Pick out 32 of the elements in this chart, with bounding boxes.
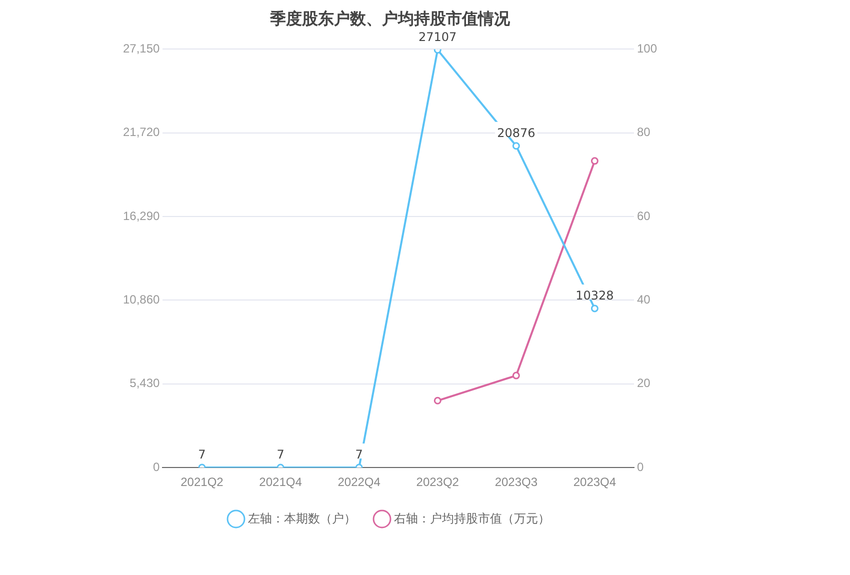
point bbox=[512, 372, 520, 380]
y-tick-label: 10,860 bbox=[123, 292, 160, 307]
y2-tick-label: 20 bbox=[636, 376, 651, 390]
chart-title: 季度股东户数、户均持股市值情况 bbox=[269, 9, 511, 28]
legend-label: 右轴：户均持股市值（万元） bbox=[394, 511, 550, 526]
legend-label: 左轴：本期数（户） bbox=[248, 511, 356, 526]
y-tick-label: 5,430 bbox=[130, 376, 160, 390]
y2-tick-label: 40 bbox=[636, 292, 651, 307]
x-tick-label: 2023Q3 bbox=[494, 475, 538, 490]
point bbox=[590, 304, 598, 312]
point bbox=[590, 157, 598, 165]
data-label: 7 bbox=[198, 448, 206, 462]
data-label: 7 bbox=[276, 448, 284, 462]
y2-tick-label: 0 bbox=[636, 460, 644, 474]
point bbox=[512, 142, 520, 150]
data-label: 10328 bbox=[576, 288, 614, 303]
data-label: 20876 bbox=[497, 126, 536, 140]
y2-tick-label: 100 bbox=[636, 42, 658, 56]
y-tick-label: 0 bbox=[153, 460, 160, 474]
data-label: 27107 bbox=[418, 30, 457, 44]
data-label: 7 bbox=[355, 448, 363, 462]
x-tick-label: 2023Q4 bbox=[573, 475, 616, 490]
x-tick-label: 2021Q2 bbox=[180, 475, 224, 490]
y2-tick-label: 80 bbox=[636, 125, 651, 140]
x-tick-label: 2022Q4 bbox=[338, 475, 381, 490]
y-tick-label: 27,150 bbox=[123, 42, 160, 56]
x-tick-label: 2023Q2 bbox=[416, 475, 460, 490]
y2-tick-label: 60 bbox=[636, 208, 651, 223]
x-tick-label: 2021Q4 bbox=[259, 475, 302, 490]
point bbox=[434, 396, 442, 404]
y-tick-label: 16,290 bbox=[123, 208, 160, 223]
y-tick-label: 21,720 bbox=[123, 125, 160, 140]
